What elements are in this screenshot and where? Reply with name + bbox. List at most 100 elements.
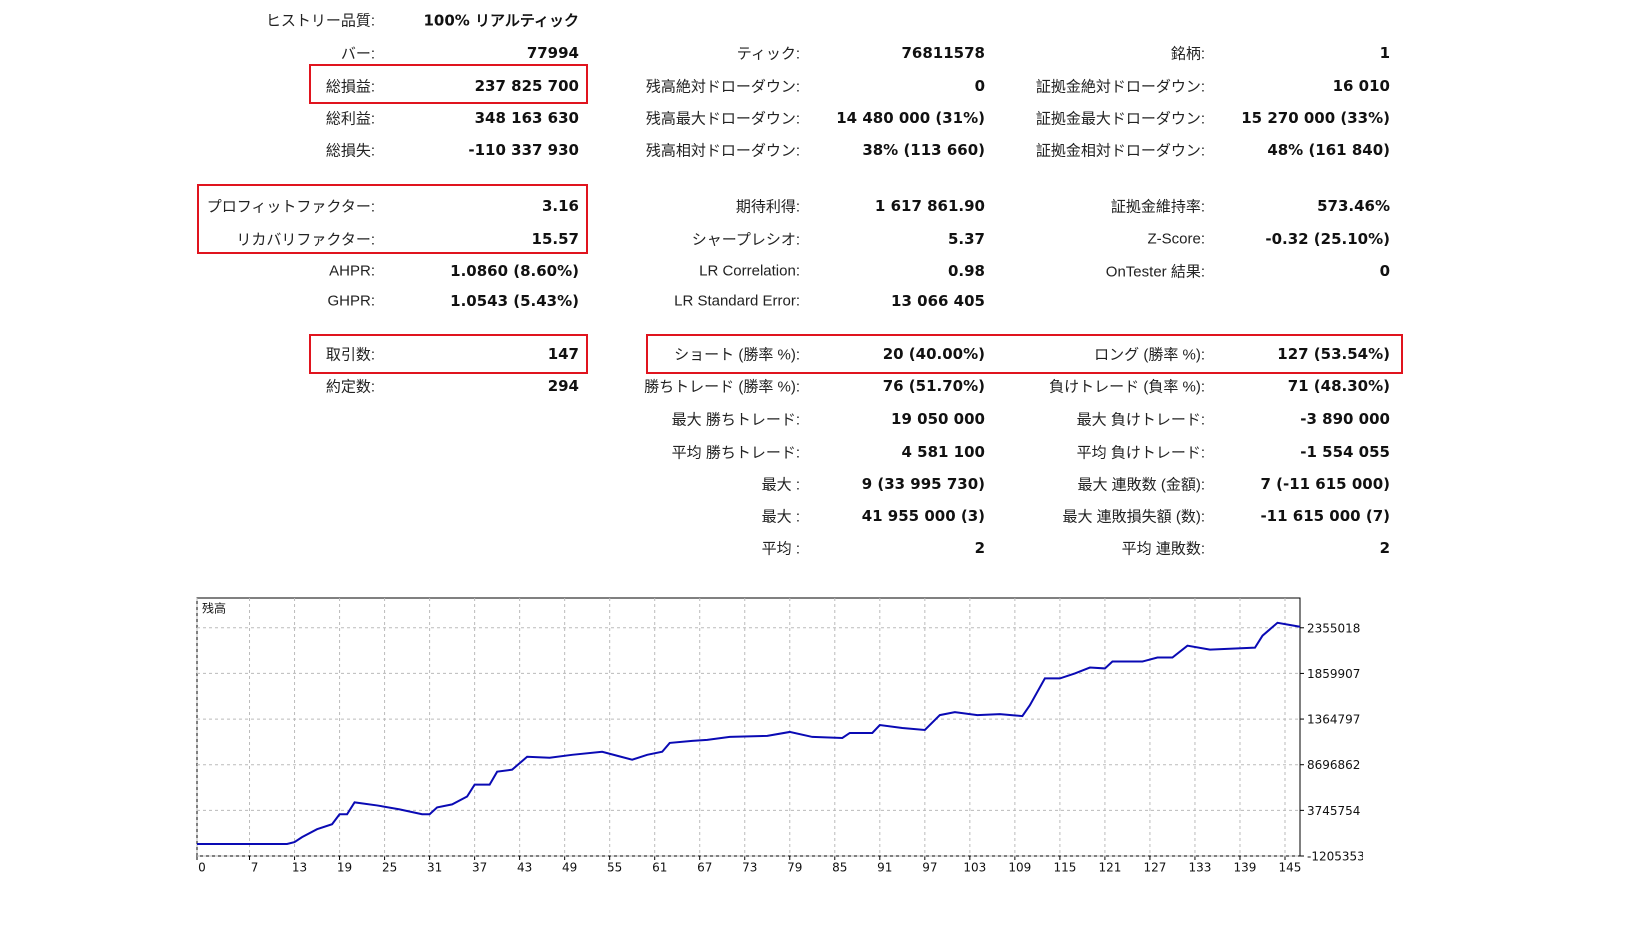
field-value: 5.37 — [947, 230, 985, 248]
field-label: 証拠金最大ドローダウン: — [1035, 110, 1205, 128]
field-value: -0.32 (25.10%) — [1265, 230, 1390, 248]
field-label: 平均 勝ちトレード: — [671, 444, 800, 462]
field-label: OnTester 結果: — [1105, 263, 1205, 281]
field-value: 48% (161 840) — [1267, 141, 1390, 159]
field-label: 負けトレード (負率 %): — [1049, 378, 1205, 396]
x-tick-label: 145 — [1279, 861, 1302, 875]
field-label: LR Standard Error: — [674, 292, 800, 310]
field-value: -1 554 055 — [1300, 443, 1390, 461]
field-value: 15 270 000 (33%) — [1241, 109, 1390, 127]
field-label: ティック: — [736, 45, 800, 63]
field-value: 573.46% — [1317, 197, 1390, 215]
field-label: 期待利得: — [735, 198, 800, 216]
field-value: 348 163 630 — [474, 109, 579, 127]
field-value: 2 — [1379, 539, 1390, 557]
field-label: 約定数: — [325, 378, 375, 396]
highlight-box — [646, 334, 1403, 374]
field-value: 71 (48.30%) — [1287, 377, 1390, 395]
field-label: 平均 : — [761, 540, 800, 558]
x-tick-label: 13 — [292, 861, 307, 875]
field-value: 41 955 000 (3) — [861, 507, 985, 525]
field-value: -3 890 000 — [1300, 410, 1390, 428]
field-value: 14 480 000 (31%) — [836, 109, 985, 127]
field-label: 最大 連敗数 (金額): — [1077, 476, 1206, 494]
x-tick-label: 67 — [697, 861, 712, 875]
x-tick-label: 19 — [337, 861, 352, 875]
field-label: 残高絶対ドローダウン: — [645, 78, 800, 96]
field-value: -11 615 000 (7) — [1260, 507, 1390, 525]
field-value: 1 — [1379, 44, 1390, 62]
balance-line — [197, 621, 1301, 845]
field-value: 19 050 000 — [891, 410, 985, 428]
x-tick-label: 91 — [877, 861, 892, 875]
field-label: プロフィットファクター: — [206, 198, 375, 216]
field-value: 38% (113 660) — [862, 141, 985, 159]
field-label: ヒストリー品質: — [265, 12, 375, 30]
field-value: 1 617 861.90 — [874, 197, 985, 215]
field-value: 15.57 — [531, 230, 579, 248]
y-tick-label: 1859907 — [1307, 667, 1360, 681]
x-tick-label: 109 — [1008, 861, 1031, 875]
x-tick-label: 97 — [922, 861, 937, 875]
field-value: 13 066 405 — [891, 292, 985, 310]
field-label: 総損益: — [325, 78, 375, 96]
field-value: 7 (-11 615 000) — [1260, 475, 1390, 493]
field-label: シャープレシオ: — [691, 231, 800, 249]
field-label: リカバリファクター: — [236, 231, 375, 249]
field-label: AHPR: — [329, 262, 375, 280]
field-value: 147 — [547, 345, 579, 363]
x-tick-label: 115 — [1053, 861, 1076, 875]
highlight-box — [309, 334, 588, 374]
x-tick-label: 103 — [963, 861, 986, 875]
x-tick-label: 0 — [198, 861, 206, 875]
field-value: 76 (51.70%) — [882, 377, 985, 395]
field-value: 9 (33 995 730) — [861, 475, 985, 493]
x-tick-label: 49 — [562, 861, 577, 875]
field-label: ロング (勝率 %): — [1094, 346, 1205, 364]
y-tick-label: 8696862 — [1307, 758, 1360, 772]
field-value: 100% リアルティック — [423, 11, 579, 30]
y-tick-label: -1205353 — [1307, 850, 1365, 864]
y-tick-label: 1364797 — [1307, 713, 1360, 727]
field-value: 4 581 100 — [901, 443, 985, 461]
x-tick-label: 85 — [832, 861, 847, 875]
highlight-box — [309, 64, 588, 104]
field-label: 証拠金維持率: — [1110, 198, 1205, 216]
field-label: 最大 勝ちトレード: — [671, 411, 800, 429]
field-value: 1.0543 (5.43%) — [450, 292, 579, 310]
field-label: 証拠金絶対ドローダウン: — [1035, 78, 1205, 96]
field-label: Z-Score: — [1147, 230, 1205, 248]
field-value: 237 825 700 — [474, 77, 579, 95]
field-label: 勝ちトレード (勝率 %): — [644, 378, 800, 396]
field-label: 総利益: — [325, 110, 375, 128]
field-label: 残高最大ドローダウン: — [645, 110, 800, 128]
x-tick-label: 127 — [1143, 861, 1166, 875]
x-tick-label: 25 — [382, 861, 397, 875]
field-value: 2 — [974, 539, 985, 557]
field-label: 証拠金相対ドローダウン: — [1035, 142, 1205, 160]
field-label: 平均 連敗数: — [1121, 540, 1205, 558]
x-tick-label: 31 — [427, 861, 442, 875]
field-value: 20 (40.00%) — [882, 345, 985, 363]
field-label: LR Correlation: — [699, 262, 800, 280]
field-label: 銘柄: — [1170, 45, 1205, 63]
field-label: 最大 : — [761, 508, 800, 526]
field-label: 平均 負けトレード: — [1076, 444, 1205, 462]
x-tick-label: 7 — [251, 861, 259, 875]
chart-title: 残高 — [202, 601, 226, 616]
field-value: 0.98 — [947, 262, 985, 280]
highlight-box — [197, 184, 588, 254]
field-value: 16 010 — [1332, 77, 1390, 95]
field-label: GHPR: — [327, 292, 375, 310]
field-value: 127 (53.54%) — [1277, 345, 1390, 363]
x-tick-label: 121 — [1098, 861, 1121, 875]
x-tick-label: 55 — [607, 861, 622, 875]
x-tick-label: 79 — [787, 861, 802, 875]
field-label: 最大 : — [761, 476, 800, 494]
field-value: -110 337 930 — [468, 141, 579, 159]
field-label: 最大 負けトレード: — [1076, 411, 1205, 429]
field-label: 最大 連敗損失額 (数): — [1062, 508, 1206, 526]
x-tick-label: 73 — [742, 861, 757, 875]
field-value: 3.16 — [541, 197, 579, 215]
